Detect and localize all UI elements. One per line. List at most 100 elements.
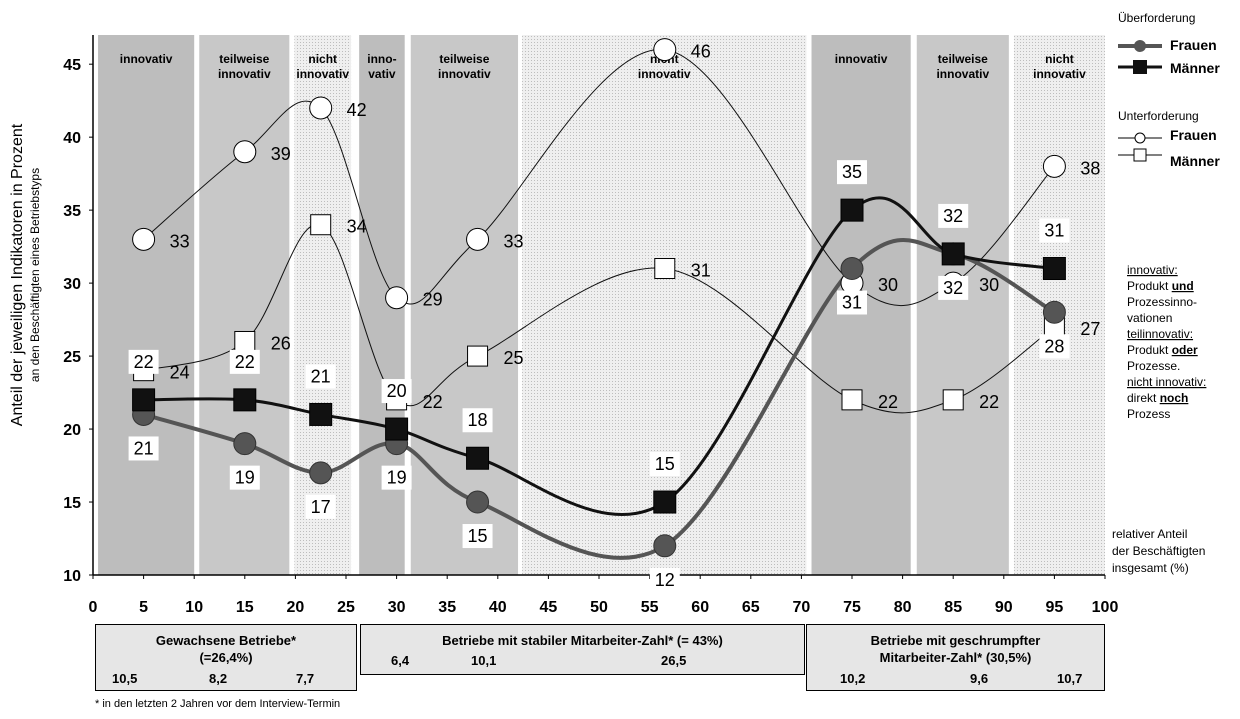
point-unter-frauen <box>466 227 490 251</box>
point-ueber-maenner <box>653 490 677 514</box>
x-tick-label: 10 <box>185 599 203 616</box>
label-ueber-frauen-bg <box>128 436 159 461</box>
point-unter-maenner <box>467 345 489 367</box>
band-label: innovativ <box>936 67 989 81</box>
point-ueber-maenner <box>233 388 257 412</box>
label-ueber-frauen-bg <box>305 494 336 519</box>
label-ueber-frauen: 32 <box>943 278 963 298</box>
label-ueber-frauen-bg <box>649 567 680 592</box>
label-ueber-frauen: 15 <box>468 526 488 546</box>
band-label: nicht <box>1045 52 1074 66</box>
point-ueber-maenner <box>132 388 156 412</box>
band-1 <box>199 35 290 575</box>
y-axis-subtitle: an den Beschäftigten eines Betriebstyps <box>28 168 42 382</box>
legend-label-ueber-frauen: Frauen <box>1170 37 1217 53</box>
group-title-gewachsen: Gewachsene Betriebe* <box>155 633 297 648</box>
point-unter-maenner <box>310 214 332 236</box>
band-7 <box>916 35 1009 575</box>
point-ueber-maenner <box>840 198 864 222</box>
definitions-note: innovativ: Produkt und Prozessinno- vati… <box>1127 263 1206 421</box>
point-ueber-frauen <box>653 534 677 558</box>
label-unter-frauen: 30 <box>979 275 999 295</box>
x-axis-title-line-1: relativer Anteil <box>1112 527 1187 541</box>
band-0 <box>98 35 195 575</box>
y-tick-label: 20 <box>63 422 81 439</box>
group-value: 9,6 <box>970 671 989 686</box>
label-ueber-frauen: 28 <box>1044 336 1064 356</box>
group-title-geschrumpft: Betriebe mit geschrumpfter <box>870 633 1041 648</box>
label-unter-frauen: 29 <box>423 290 443 310</box>
def-teil-l2: Prozesse. <box>1127 359 1180 373</box>
label-ueber-maenner: 22 <box>235 352 255 372</box>
x-tick-label: 80 <box>894 599 912 616</box>
point-ueber-maenner <box>309 402 333 426</box>
x-tick-label: 65 <box>742 599 760 616</box>
point-ueber-maenner <box>466 446 490 470</box>
def-teil-l1a: Produkt <box>1127 343 1172 357</box>
group-value: 8,2 <box>209 671 228 686</box>
label-unter-maenner: 24 <box>170 363 190 383</box>
label-ueber-maenner-bg <box>128 349 159 374</box>
band-label: teilweise <box>439 52 489 66</box>
legend-label-unter-frauen: Frauen <box>1170 127 1217 143</box>
label-ueber-maenner-bg <box>649 452 680 477</box>
y-tick-label: 30 <box>63 276 81 293</box>
def-innovativ-l2: Prozessinno- <box>1127 295 1197 309</box>
line-ueber-maenner <box>143 196 1055 516</box>
label-ueber-frauen-bg <box>837 290 867 315</box>
legend-label-unter-maenner: Männer <box>1170 153 1220 169</box>
label-ueber-maenner: 15 <box>655 454 675 474</box>
label-ueber-maenner: 18 <box>468 410 488 430</box>
x-tick-label: 20 <box>287 599 305 616</box>
y-tick-label: 25 <box>63 349 81 366</box>
x-tick-label: 90 <box>995 599 1013 616</box>
label-ueber-frauen: 31 <box>842 293 862 313</box>
def-innovativ-title: innovativ: <box>1127 263 1178 277</box>
x-tick-label: 55 <box>641 599 659 616</box>
label-unter-maenner: 27 <box>1080 319 1100 339</box>
label-ueber-maenner-bg <box>381 379 412 404</box>
group-box-stabil: Betriebe mit stabiler Mitarbeiter-Zahl* … <box>360 624 805 675</box>
label-ueber-maenner: 22 <box>134 352 154 372</box>
x-tick-label: 0 <box>89 599 98 616</box>
group-value: 7,7 <box>296 671 315 686</box>
group-value: 10,7 <box>1057 671 1083 686</box>
band-label: vativ <box>368 67 396 81</box>
x-tick-label: 40 <box>489 599 507 616</box>
y-tick-label: 15 <box>63 495 81 512</box>
x-tick-label: 30 <box>388 599 406 616</box>
label-ueber-maenner-bg <box>837 160 867 185</box>
legend-marker-unter-frauen <box>1134 132 1146 144</box>
group-value: 6,4 <box>391 653 410 668</box>
label-unter-frauen: 33 <box>170 231 190 251</box>
point-ueber-frauen <box>1042 300 1066 324</box>
legend: Überforderung Frauen Männer Unterforderung F… <box>1118 11 1220 169</box>
point-ueber-frauen <box>309 461 333 485</box>
x-tick-label: 60 <box>691 599 709 616</box>
series-layer <box>132 38 1066 560</box>
data-label-layer: 21 19 17 19 15 12 31 32 28 22 22 21 20 18 15 35 32 31 33 39… <box>128 42 1100 592</box>
label-unter-frauen: 46 <box>691 42 711 62</box>
x-tick-label: 45 <box>540 599 558 616</box>
point-unter-frauen <box>132 227 156 251</box>
axes: 10 15 20 25 30 35 40 45 0 5 10 15 20 25 30 35 40 45 50 55 60… <box>63 35 1118 616</box>
label-unter-maenner: 26 <box>271 333 291 353</box>
x-tick-label: 85 <box>944 599 962 616</box>
y-tick-label: 45 <box>63 57 81 74</box>
label-unter-maenner: 34 <box>347 217 367 237</box>
legend-group-unter: Unterforderung <box>1118 109 1199 123</box>
label-ueber-frauen: 19 <box>235 468 255 488</box>
label-ueber-maenner: 35 <box>842 162 862 182</box>
legend-marker-ueber-frauen <box>1134 40 1146 52</box>
y-tick-label: 10 <box>63 568 81 585</box>
x-tick-label: 35 <box>438 599 456 616</box>
band-label: innovativ <box>218 67 271 81</box>
label-unter-frauen: 42 <box>347 100 367 120</box>
point-ueber-maenner <box>941 242 965 266</box>
point-ueber-frauen <box>466 490 490 514</box>
point-unter-frauen <box>653 38 677 62</box>
group-subtitle-geschrumpft: Mitarbeiter-Zahl* (30,5%) <box>879 650 1032 665</box>
x-tick-label: 75 <box>843 599 861 616</box>
label-ueber-frauen: 19 <box>387 468 407 488</box>
label-ueber-maenner: 32 <box>943 206 963 226</box>
